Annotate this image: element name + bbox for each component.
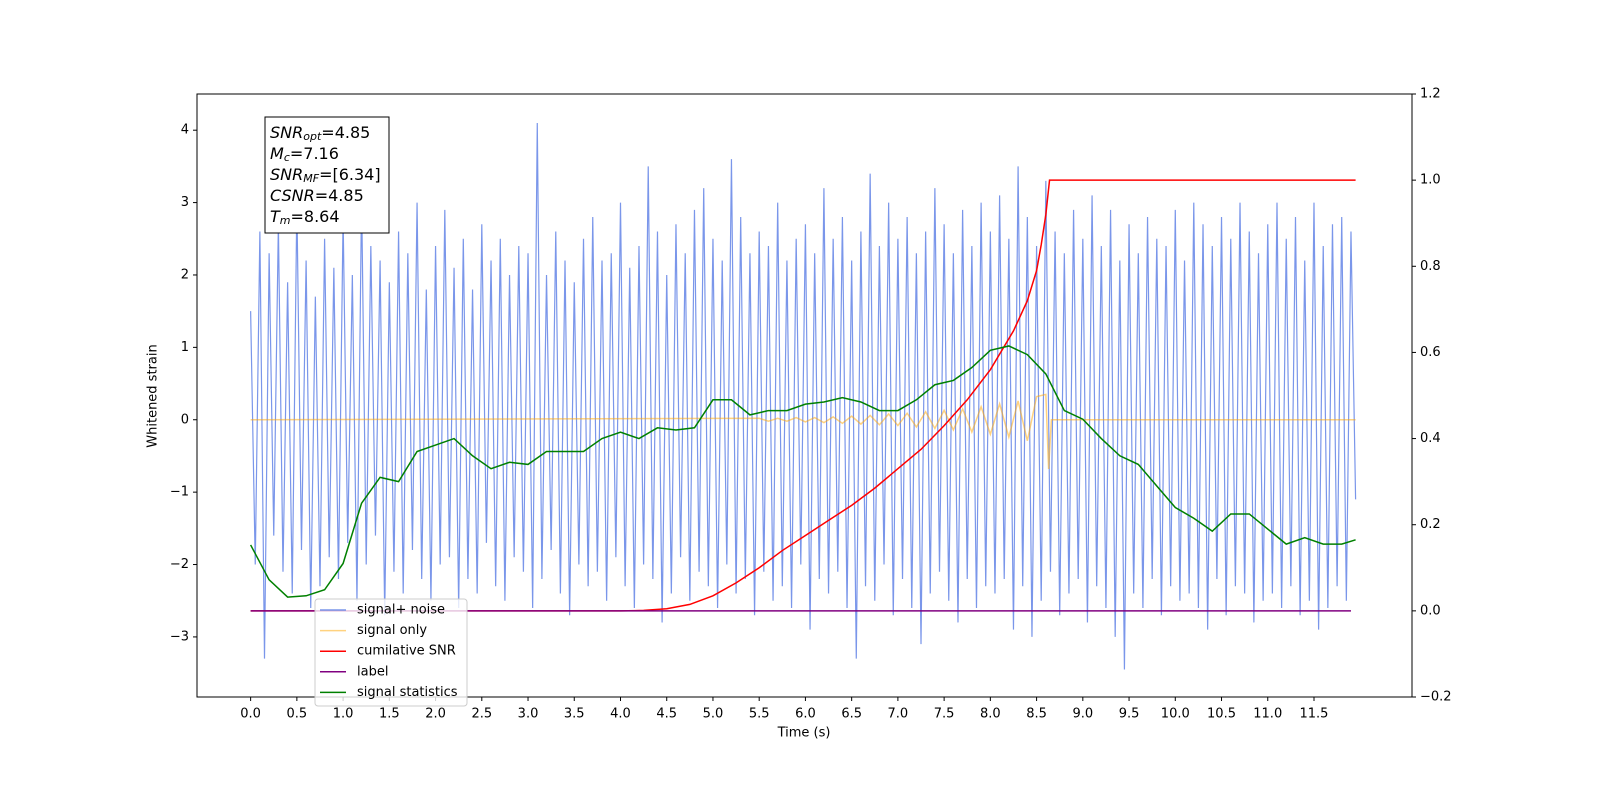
annotation-subscript: c (284, 151, 290, 164)
x-tick-label: 1.5 (379, 707, 400, 722)
x-tick-label: 6.0 (795, 707, 816, 722)
series-line (250, 179, 1356, 612)
x-tick-label: 8.0 (980, 707, 1001, 722)
x-tick-label: 0.5 (287, 707, 308, 722)
legend-label: label (357, 664, 388, 679)
y-tick-label: 1 (181, 340, 189, 355)
x-tick-label: 1.0 (333, 707, 354, 722)
y2-tick-label: 0.0 (1420, 603, 1441, 618)
y2-tick-label: 1.2 (1420, 87, 1441, 102)
y-tick-label: 3 (181, 195, 189, 210)
annotation-subscript: MF (303, 172, 319, 185)
y2-tick-label: 0.2 (1420, 517, 1441, 532)
annotation-subscript: opt (303, 130, 322, 143)
x-axis-label: Time (s) (777, 726, 831, 741)
series-line (249, 345, 1356, 598)
legend-label: signal statistics (357, 685, 458, 700)
x-tick-label: 7.5 (934, 707, 955, 722)
x-tick-label: 7.0 (888, 707, 909, 722)
x-tick-label: 2.0 (425, 707, 446, 722)
annotation-symbol: T (270, 207, 281, 226)
y-tick-label: −3 (170, 629, 189, 644)
annotation-symbol: CSNR (270, 186, 315, 205)
plot-frame (196, 93, 1413, 698)
annotation: SNRMF=[6.34] (270, 165, 381, 186)
x-tick-label: 6.5 (841, 707, 862, 722)
x-tick-label: 9.0 (1072, 707, 1093, 722)
x-tick-label: 2.5 (471, 707, 492, 722)
y-tick-label: −2 (170, 557, 189, 572)
annotation-subscript: m (280, 214, 291, 227)
y2-tick-label: 1.0 (1420, 173, 1441, 188)
x-tick-label: 4.0 (610, 707, 631, 722)
legend-label: signal only (357, 623, 427, 638)
x-tick-label: 4.5 (656, 707, 677, 722)
y-tick-label: 4 (181, 123, 189, 138)
y2-tick-label: 0.4 (1420, 431, 1441, 446)
x-tick-label: 0.0 (240, 707, 261, 722)
annotation: SNRopt=4.85 (270, 123, 370, 144)
x-tick-label: 11.0 (1253, 707, 1282, 722)
legend-label: signal+ noise (357, 603, 445, 618)
series-line (250, 393, 1356, 470)
annotation-box (264, 116, 390, 234)
y2-tick-label: 0.6 (1420, 345, 1441, 360)
y-tick-label: −1 (170, 485, 189, 500)
legend-box (314, 598, 468, 707)
annotation-symbol: M (270, 144, 284, 163)
annotation-text: =[6.34] (319, 165, 381, 184)
x-tick-label: 10.5 (1207, 707, 1236, 722)
x-tick-label: 10.0 (1161, 707, 1190, 722)
x-tick-label: 3.5 (564, 707, 585, 722)
annotation-symbol: SNR (270, 123, 303, 142)
legend-label: cumilative SNR (357, 644, 456, 659)
annotation-text: =8.64 (291, 207, 340, 226)
x-tick-label: 5.0 (703, 707, 724, 722)
x-tick-label: 5.5 (749, 707, 770, 722)
y-tick-label: 0 (181, 412, 189, 427)
annotation-text: =4.85 (315, 186, 364, 205)
series-line (250, 122, 1357, 670)
x-tick-label: 11.5 (1300, 707, 1329, 722)
annotation-text: =7.16 (290, 144, 339, 163)
x-tick-label: 9.5 (1119, 707, 1140, 722)
annotation: Tm=8.64 (270, 207, 340, 228)
x-tick-label: 8.5 (1026, 707, 1047, 722)
y2-tick-label: 0.8 (1420, 259, 1441, 274)
y-tick-label: 2 (181, 267, 189, 282)
annotation-symbol: SNR (270, 165, 303, 184)
x-tick-label: 3.0 (518, 707, 539, 722)
y2-tick-label: −0.2 (1420, 690, 1452, 705)
annotation: Mc=7.16 (270, 144, 339, 165)
annotation-text: =4.85 (321, 123, 370, 142)
y-axis-label: Whitened strain (146, 344, 161, 447)
annotation: CSNR=4.85 (270, 186, 364, 205)
